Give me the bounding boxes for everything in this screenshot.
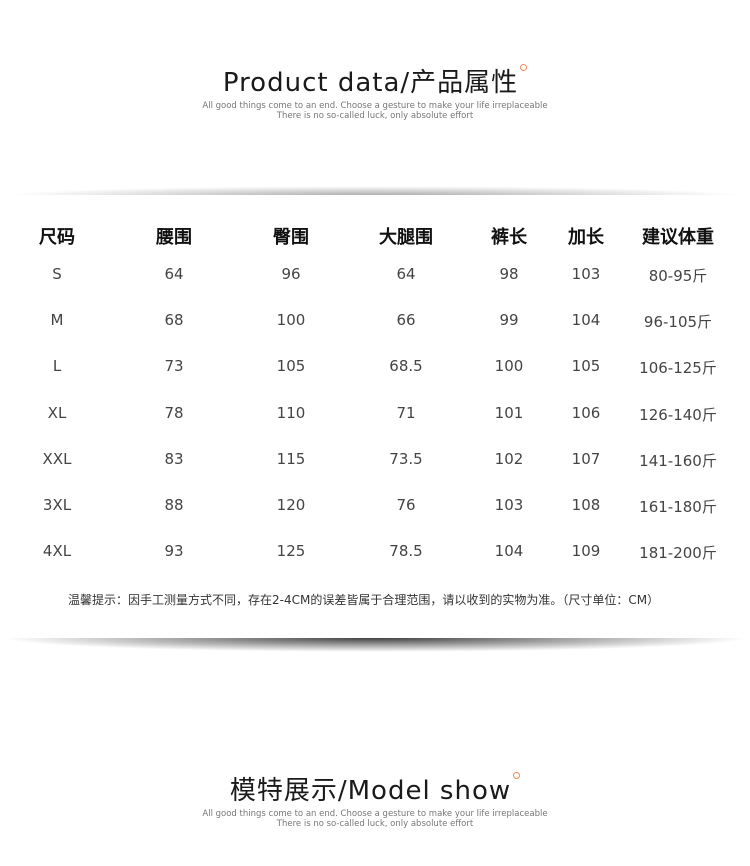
product-data-title: Product data/产品属性	[0, 62, 750, 99]
table-cell: 64	[164, 265, 184, 283]
column-header: 建议体重	[642, 227, 714, 248]
table-cell: 125	[276, 542, 306, 561]
table-cell: 104	[494, 542, 524, 561]
table-cell: 80-95斤	[648, 267, 708, 285]
table-cell: 104	[571, 311, 601, 330]
column-header: 大腿围	[379, 227, 433, 248]
table-cell: 161-180斤	[639, 498, 717, 516]
table-cell: 105	[276, 357, 306, 376]
table-cell: 105	[571, 357, 601, 376]
column-header: 加长	[568, 227, 604, 248]
model-subtitle-1: All good things come to an end. Choose a…	[202, 809, 548, 819]
card-shadow-bottom	[0, 638, 750, 652]
table-cell: 126-140斤	[639, 405, 717, 424]
table-cell: 96-105斤	[643, 313, 713, 332]
table-cell: 76	[396, 496, 416, 514]
table-cell: 103	[494, 496, 524, 514]
table-cell: 102	[494, 449, 524, 468]
product-subtitle-1: All good things come to an end. Choose a…	[202, 101, 548, 111]
size-note: 温馨提示：因手工测量方式不同，存在2-4CM的误差皆属于合理范围，请以收到的实物…	[68, 593, 660, 607]
table-cell: 108	[571, 496, 601, 514]
column-header: 裤长	[491, 227, 527, 248]
table-cell: 83	[164, 449, 184, 468]
circle-icon	[520, 64, 528, 71]
table-cell: 115	[276, 449, 306, 468]
table-cell: 101	[494, 403, 524, 422]
table-cell: 100	[276, 311, 306, 330]
table-cell: 4XL	[42, 542, 72, 561]
table-cell: 96	[281, 265, 301, 283]
table-cell: 68	[164, 311, 184, 330]
table-cell: 71	[396, 403, 416, 422]
table-cell: 103	[571, 265, 601, 283]
size-table: 尺码 腰围 臀围 大腿围 裤长 加长 建议体重 S 64 96 64 98 103 80-95斤 M 68 10…	[0, 195, 750, 640]
table-cell: 107	[571, 449, 601, 468]
table-cell: 181-200斤	[639, 544, 717, 563]
title-text: 模特展示/Model show	[229, 776, 512, 806]
table-cell: 66	[396, 311, 416, 330]
table-cell: M	[50, 311, 64, 330]
table-cell: 64	[396, 265, 416, 283]
table-cell: 78	[164, 403, 184, 422]
table-cell: 73	[164, 357, 184, 376]
table-cell: 106-125斤	[639, 359, 717, 378]
table-cell: 73.5	[389, 449, 423, 468]
table-cell: L	[52, 357, 62, 376]
table-cell: 98	[499, 265, 519, 283]
table-cell: 120	[276, 496, 306, 514]
model-show-title: 模特展示/Model show	[0, 770, 750, 807]
column-header: 尺码	[39, 227, 75, 248]
table-cell: 93	[164, 542, 184, 561]
column-header: 臀围	[273, 227, 309, 248]
model-subtitle-2: There is no so-called luck, only absolut…	[276, 819, 474, 829]
title-text: Product data/产品属性	[222, 68, 519, 98]
table-cell: XXL	[42, 449, 72, 468]
table-cell: 99	[499, 311, 519, 330]
circle-icon	[513, 772, 521, 779]
product-subtitle-2: There is no so-called luck, only absolut…	[276, 111, 474, 121]
table-cell: 88	[164, 496, 184, 514]
table-cell: 110	[276, 403, 306, 422]
table-cell: 141-160斤	[639, 451, 717, 470]
table-cell: 78.5	[389, 542, 423, 561]
table-cell: 106	[571, 403, 601, 422]
table-cell: 100	[494, 357, 524, 376]
table-cell: 3XL	[42, 496, 72, 514]
table-cell: 68.5	[389, 357, 423, 376]
table-cell: S	[52, 265, 62, 283]
table-cell: 109	[571, 542, 601, 561]
table-cell: XL	[47, 403, 67, 422]
column-header: 腰围	[156, 227, 192, 248]
card-shadow-top	[0, 186, 750, 196]
